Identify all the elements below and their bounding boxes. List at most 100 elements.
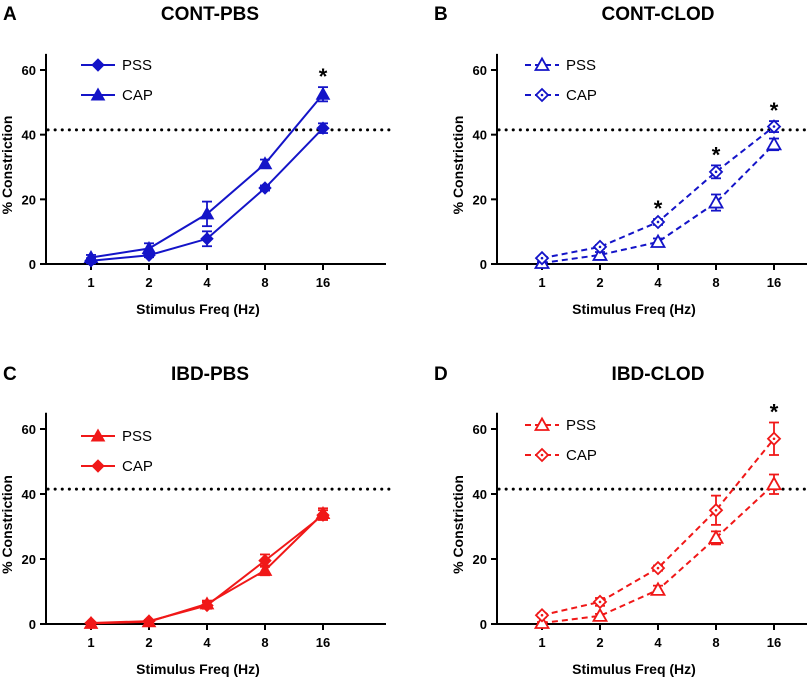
series-pss — [84, 121, 330, 268]
data-point — [316, 508, 330, 522]
legend-label: CAP — [566, 447, 597, 464]
x-tick-label: 8 — [712, 275, 719, 290]
legend-label: CAP — [122, 87, 153, 104]
y-tick-label: 20 — [22, 192, 36, 207]
y-tick-label: 0 — [29, 617, 36, 632]
data-point — [765, 475, 783, 491]
legend-entry: PSS — [81, 428, 152, 445]
y-tick-label: 20 — [473, 192, 487, 207]
legend-entry: CAP — [81, 458, 153, 475]
data-point — [591, 607, 609, 622]
legend-marker — [91, 459, 105, 473]
x-tick-label: 8 — [261, 275, 268, 290]
series-line — [541, 143, 775, 265]
x-tick-label: 2 — [596, 275, 603, 290]
data-point — [83, 250, 99, 264]
data-point — [315, 86, 331, 100]
panel-title: IBD-CLOD — [612, 364, 705, 385]
legend-marker-dot — [540, 453, 544, 457]
x-tick-label: 2 — [596, 635, 603, 650]
data-point-dot — [656, 566, 660, 570]
x-tick-label: 2 — [145, 635, 152, 650]
data-point-dot — [772, 437, 776, 441]
x-tick-label: 8 — [261, 635, 268, 650]
panel-letter: B — [434, 4, 448, 25]
panel-letter: D — [434, 364, 448, 385]
significance-star: * — [770, 98, 779, 123]
data-point — [707, 194, 725, 209]
data-point-dot — [540, 613, 544, 617]
x-tick-label: 2 — [145, 275, 152, 290]
data-point — [200, 232, 214, 246]
series-pss — [533, 473, 783, 629]
panel-letter: C — [3, 364, 17, 385]
panel-title: IBD-PBS — [171, 364, 249, 385]
legend-label: PSS — [122, 428, 152, 445]
x-axis-label: Stimulus Freq (Hz) — [136, 301, 260, 317]
legend-entry: CAP — [525, 87, 597, 104]
y-axis-label: % Constriction — [450, 116, 466, 215]
legend-marker — [533, 416, 551, 431]
data-point — [649, 233, 667, 248]
y-tick-label: 20 — [473, 552, 487, 567]
x-tick-label: 4 — [654, 275, 662, 290]
data-point — [591, 246, 609, 261]
data-point-dot — [598, 245, 602, 249]
y-tick-label: 0 — [29, 257, 36, 272]
legend-marker — [90, 428, 106, 442]
y-axis-label: % Constriction — [450, 475, 466, 574]
y-tick-label: 0 — [480, 257, 487, 272]
panel-C: C IBD-PBS 0 20 40 60 1 2 4 8 16 Stimulus Freq (Hz)%… — [0, 364, 392, 677]
data-point — [199, 206, 215, 220]
legend-entry: PSS — [81, 57, 152, 74]
significance-star: * — [654, 196, 663, 221]
data-point-dot — [656, 220, 660, 224]
legend-marker — [91, 58, 105, 72]
panel-title: CONT-PBS — [161, 4, 259, 25]
data-point-dot — [714, 508, 718, 512]
legend-label: PSS — [122, 57, 152, 74]
data-point — [707, 529, 725, 544]
data-point — [142, 614, 156, 628]
data-point — [257, 562, 273, 576]
data-point — [141, 240, 157, 254]
panel-letter: A — [3, 4, 17, 25]
legend-marker-dot — [540, 93, 544, 97]
data-point — [765, 136, 783, 151]
significance-star: * — [319, 64, 328, 89]
y-tick-label: 40 — [22, 128, 36, 143]
y-tick-label: 40 — [473, 487, 487, 502]
x-tick-label: 1 — [87, 635, 94, 650]
legend-entry: CAP — [81, 87, 153, 104]
legend-entry: PSS — [525, 56, 596, 74]
x-tick-label: 16 — [767, 275, 781, 290]
x-axis-label: Stimulus Freq (Hz) — [572, 301, 696, 317]
y-axis-label: % Constriction — [0, 475, 15, 574]
significance-star: * — [770, 400, 779, 425]
x-tick-label: 1 — [538, 275, 545, 290]
x-tick-label: 16 — [767, 635, 781, 650]
data-point — [257, 156, 273, 170]
data-point — [316, 121, 330, 135]
legend-label: CAP — [566, 87, 597, 104]
data-point — [84, 616, 98, 630]
x-tick-label: 1 — [87, 275, 94, 290]
data-point-dot — [598, 600, 602, 604]
y-tick-label: 60 — [473, 63, 487, 78]
y-axis-label: % Constriction — [0, 116, 15, 215]
x-tick-label: 4 — [203, 275, 211, 290]
series-cap — [83, 86, 331, 264]
y-tick-label: 0 — [480, 617, 487, 632]
data-point-dot — [714, 170, 718, 174]
y-tick-label: 20 — [22, 552, 36, 567]
series-cap — [84, 508, 330, 630]
y-tick-label: 40 — [22, 487, 36, 502]
y-tick-label: 60 — [22, 63, 36, 78]
x-tick-label: 16 — [316, 635, 330, 650]
legend-label: PSS — [566, 417, 596, 434]
significance-star: * — [712, 142, 721, 167]
series-cap — [534, 119, 782, 266]
legend-label: CAP — [122, 458, 153, 475]
legend-marker — [533, 56, 551, 71]
